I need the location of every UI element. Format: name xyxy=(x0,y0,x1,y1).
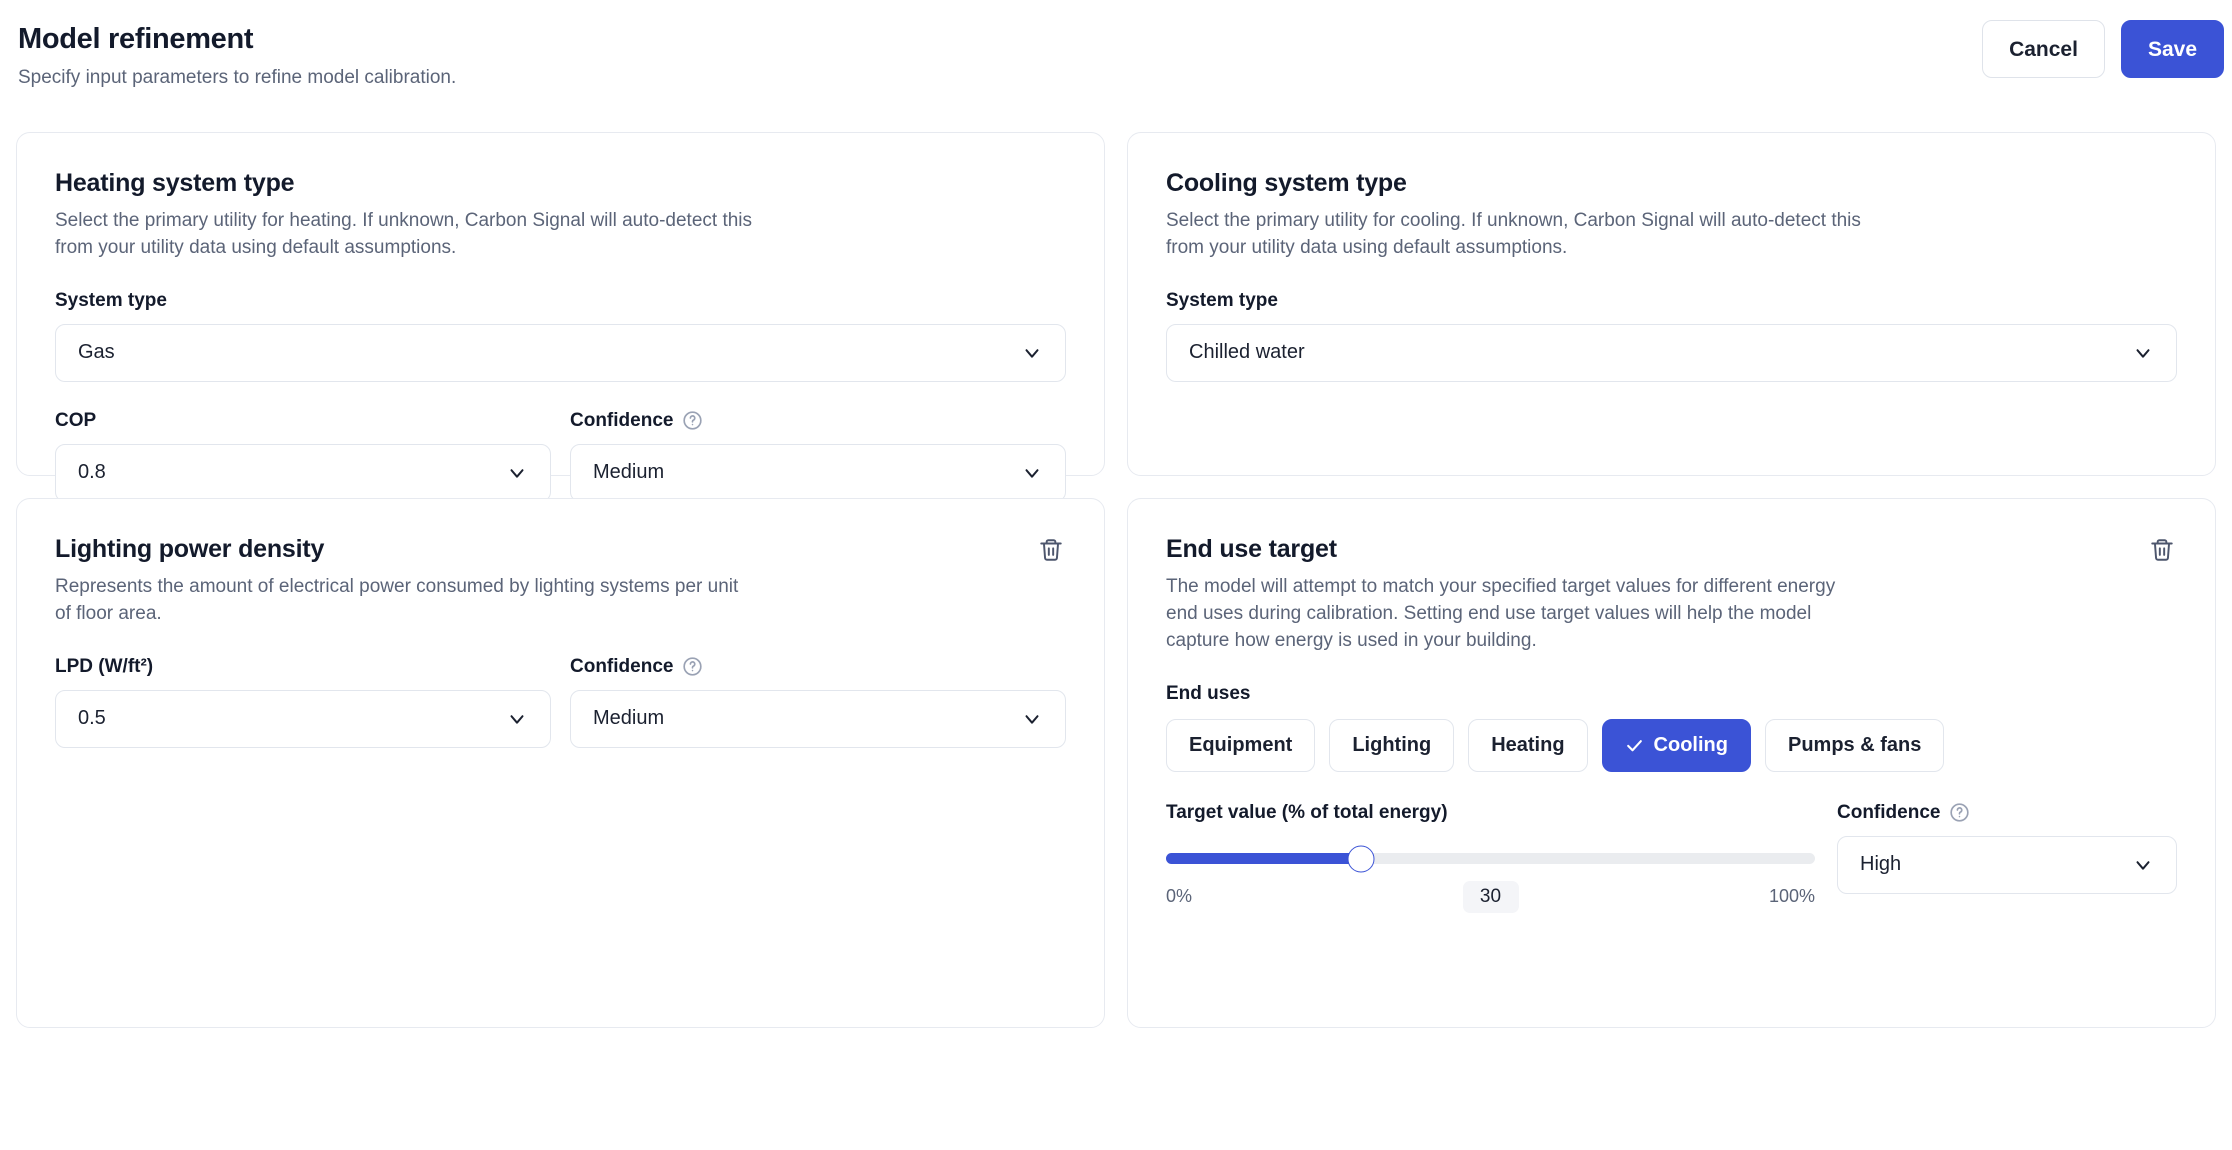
target-value-label: Target value (% of total energy) xyxy=(1166,801,1448,823)
card-title: Lighting power density xyxy=(55,535,325,563)
chevron-down-icon xyxy=(2132,342,2154,364)
slider-fill xyxy=(1166,853,1361,865)
header-text-group: Model refinement Specify input parameter… xyxy=(18,18,456,90)
card-header: Lighting power density Represents the am… xyxy=(55,535,1066,628)
slider-thumb[interactable] xyxy=(1347,845,1375,873)
trash-icon xyxy=(2149,539,2175,566)
cooling-system-type-select[interactable]: Chilled water xyxy=(1166,323,2177,382)
heating-confidence-label-text: Confidence xyxy=(570,409,674,431)
lighting-confidence-field: Confidence Medium xyxy=(570,656,1066,748)
card-description: The model will attempt to match your spe… xyxy=(1166,576,1836,651)
card-lighting-power-density: Lighting power density Represents the am… xyxy=(16,498,1105,1028)
header-actions: Cancel Save xyxy=(1982,18,2224,78)
heating-cop-label: COP xyxy=(55,409,97,431)
target-value-field: Target value (% of total energy) 0% 30 1… xyxy=(1166,802,1815,915)
target-value-input[interactable]: 30 xyxy=(1462,880,1519,913)
lighting-lpd-value: 0.5 xyxy=(78,707,106,730)
end-use-confidence-label-text: Confidence xyxy=(1837,801,1941,823)
heating-confidence-select[interactable]: Medium xyxy=(570,443,1066,502)
end-use-pill-equipment[interactable]: Equipment xyxy=(1166,718,1316,772)
heating-system-type-select[interactable]: Gas xyxy=(55,323,1066,382)
card-header: Heating system type Select the primary u… xyxy=(55,169,1066,262)
chevron-down-icon xyxy=(2132,854,2154,876)
card-title: Cooling system type xyxy=(1166,169,1407,197)
heating-system-type-field: System type Gas xyxy=(55,290,1066,382)
card-header: Cooling system type Select the primary u… xyxy=(1166,169,2177,262)
lighting-confidence-select[interactable]: Medium xyxy=(570,689,1066,748)
end-use-pill-label: Equipment xyxy=(1189,733,1293,756)
target-and-confidence-row: Target value (% of total energy) 0% 30 1… xyxy=(1166,802,2177,915)
end-use-pill-lighting[interactable]: Lighting xyxy=(1329,718,1455,772)
heating-cop-value: 0.8 xyxy=(78,461,106,484)
card-title: Heating system type xyxy=(55,169,295,197)
lighting-confidence-value: Medium xyxy=(593,707,665,730)
end-use-confidence-select[interactable]: High xyxy=(1837,835,2177,894)
end-use-pill-label: Cooling xyxy=(1653,733,1728,756)
cooling-system-type-value: Chilled water xyxy=(1189,341,1305,364)
card-description: Represents the amount of electrical powe… xyxy=(55,576,739,624)
lighting-lpd-field: LPD (W/ft²) 0.5 xyxy=(55,656,551,748)
slider-max-label: 100% xyxy=(1768,885,1815,906)
end-use-pill-label: Heating xyxy=(1491,733,1565,756)
end-use-confidence-value: High xyxy=(1860,853,1902,876)
card-description: Select the primary utility for cooling. … xyxy=(1166,210,1861,258)
slider-track[interactable] xyxy=(1166,845,1815,873)
end-use-confidence-label: Confidence xyxy=(1837,802,2177,824)
chevron-down-icon xyxy=(1021,462,1043,484)
cooling-system-type-field: System type Chilled water xyxy=(1166,290,2177,382)
slider-scale: 0% 30 100% xyxy=(1166,880,1815,915)
card-cooling-system-type: Cooling system type Select the primary u… xyxy=(1127,132,2216,476)
page-title: Model refinement xyxy=(18,23,254,55)
heating-cop-field: COP 0.8 xyxy=(55,410,551,502)
save-button[interactable]: Save xyxy=(2120,20,2224,78)
end-use-pill-cooling[interactable]: Cooling xyxy=(1601,718,1751,772)
heating-cop-select[interactable]: 0.8 xyxy=(55,443,551,502)
lighting-confidence-label: Confidence xyxy=(570,656,1066,678)
check-icon xyxy=(1625,736,1644,755)
lighting-lpd-confidence-row: LPD (W/ft²) 0.5 Confidence xyxy=(55,656,1066,748)
end-use-pill-pumps-fans[interactable]: Pumps & fans xyxy=(1764,718,1945,772)
page-subtitle: Specify input parameters to refine model… xyxy=(18,66,457,88)
delete-lighting-card-button[interactable] xyxy=(1036,535,1066,565)
help-circle-icon[interactable] xyxy=(682,656,703,677)
end-uses-pill-group: Equipment Lighting Heating Cooling Pumps & f… xyxy=(1166,718,2177,772)
end-uses-group: End uses Equipment Lighting Heating Cooling… xyxy=(1166,683,2177,772)
cancel-button[interactable]: Cancel xyxy=(1982,20,2105,78)
cooling-system-type-row: System type Chilled water xyxy=(1166,290,2177,382)
end-uses-label: End uses xyxy=(1166,682,1251,704)
chevron-down-icon xyxy=(1021,342,1043,364)
card-description: Select the primary utility for heating. … xyxy=(55,210,753,258)
end-use-pill-label: Pumps & fans xyxy=(1787,733,1922,756)
page-header: Model refinement Specify input parameter… xyxy=(0,0,2232,104)
heating-system-type-row: System type Gas xyxy=(55,290,1066,382)
heating-cop-confidence-row: COP 0.8 Confidence xyxy=(55,410,1066,502)
chevron-down-icon xyxy=(506,462,528,484)
heating-system-type-label: System type xyxy=(55,289,167,311)
chevron-down-icon xyxy=(1021,708,1043,730)
card-header: End use target The model will attempt to… xyxy=(1166,535,2177,655)
help-circle-icon[interactable] xyxy=(682,410,703,431)
lighting-lpd-select[interactable]: 0.5 xyxy=(55,689,551,748)
cooling-system-type-label: System type xyxy=(1166,289,1278,311)
end-use-pill-label: Lighting xyxy=(1352,733,1432,756)
heating-confidence-field: Confidence Medium xyxy=(570,410,1066,502)
cards-grid: Heating system type Select the primary u… xyxy=(0,132,2232,1028)
card-heating-system-type: Heating system type Select the primary u… xyxy=(16,132,1105,502)
delete-end-use-card-button[interactable] xyxy=(2147,535,2177,565)
lighting-lpd-label: LPD (W/ft²) xyxy=(55,655,154,677)
end-use-confidence-field: Confidence High xyxy=(1837,802,2177,894)
chevron-down-icon xyxy=(506,708,528,730)
end-use-pill-heating[interactable]: Heating xyxy=(1468,718,1588,772)
slider-min-label: 0% xyxy=(1166,885,1193,906)
heating-system-type-value: Gas xyxy=(78,341,115,364)
lighting-confidence-label-text: Confidence xyxy=(570,655,674,677)
card-end-use-target: End use target The model will attempt to… xyxy=(1127,498,2216,1028)
card-title: End use target xyxy=(1166,535,1337,563)
trash-icon xyxy=(1038,539,1064,566)
target-value-slider[interactable] xyxy=(1166,845,1815,873)
heating-confidence-label: Confidence xyxy=(570,410,1066,432)
help-circle-icon[interactable] xyxy=(1949,802,1970,823)
heating-confidence-value: Medium xyxy=(593,461,665,484)
